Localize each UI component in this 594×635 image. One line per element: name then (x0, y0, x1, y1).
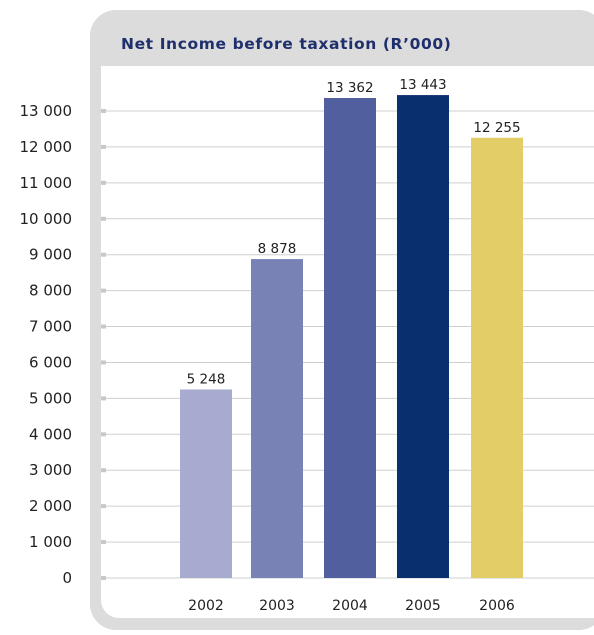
data-label-2004: 13 362 (326, 80, 373, 96)
bar-2005 (397, 95, 449, 579)
y-tick-label: 13 000 (20, 102, 73, 120)
y-tick-label: 11 000 (20, 174, 73, 192)
data-label-2002: 5 248 (187, 371, 226, 387)
tick-mark (101, 396, 106, 401)
bar-2006 (471, 137, 523, 578)
y-tick-label: 7 000 (29, 318, 72, 336)
tick-mark (101, 324, 106, 329)
tick-mark (101, 252, 106, 257)
data-label-2003: 8 878 (258, 241, 297, 257)
x-tick-label-2003: 2003 (259, 598, 295, 614)
x-tick-label-2002: 2002 (188, 598, 224, 614)
data-label-2005: 13 443 (399, 77, 446, 93)
y-tick-label: 2 000 (29, 497, 72, 515)
tick-mark (101, 576, 106, 580)
y-tick-label: 10 000 (20, 210, 73, 228)
x-tick-label-2006: 2006 (479, 598, 515, 614)
x-tick-label-2004: 2004 (332, 598, 368, 614)
tick-mark (101, 432, 106, 437)
chart-title: Net Income before taxation (R’000) (121, 35, 452, 53)
y-tick-label: 5 000 (29, 389, 72, 407)
y-tick-label: 0 (62, 569, 72, 587)
y-tick-label: 9 000 (29, 246, 72, 264)
y-tick-label: 12 000 (20, 138, 73, 156)
y-tick-label: 1 000 (29, 533, 72, 551)
data-label-2006: 12 255 (473, 120, 520, 136)
tick-mark (101, 504, 106, 509)
x-tick-label-2005: 2005 (405, 598, 441, 614)
y-tick-label: 6 000 (29, 353, 72, 371)
tick-mark (101, 216, 106, 221)
bar-2002 (180, 389, 232, 578)
tick-mark (101, 109, 106, 113)
tick-mark (101, 180, 106, 185)
tick-mark (101, 288, 106, 293)
y-tick-label: 8 000 (29, 282, 72, 300)
tick-mark (101, 360, 106, 365)
tick-mark (101, 468, 106, 473)
bar-2004 (324, 97, 376, 578)
tick-mark (101, 144, 106, 149)
tick-mark (101, 540, 106, 545)
y-tick-label: 3 000 (29, 461, 72, 479)
bar-2003 (251, 259, 303, 578)
y-tick-label: 4 000 (29, 425, 72, 443)
